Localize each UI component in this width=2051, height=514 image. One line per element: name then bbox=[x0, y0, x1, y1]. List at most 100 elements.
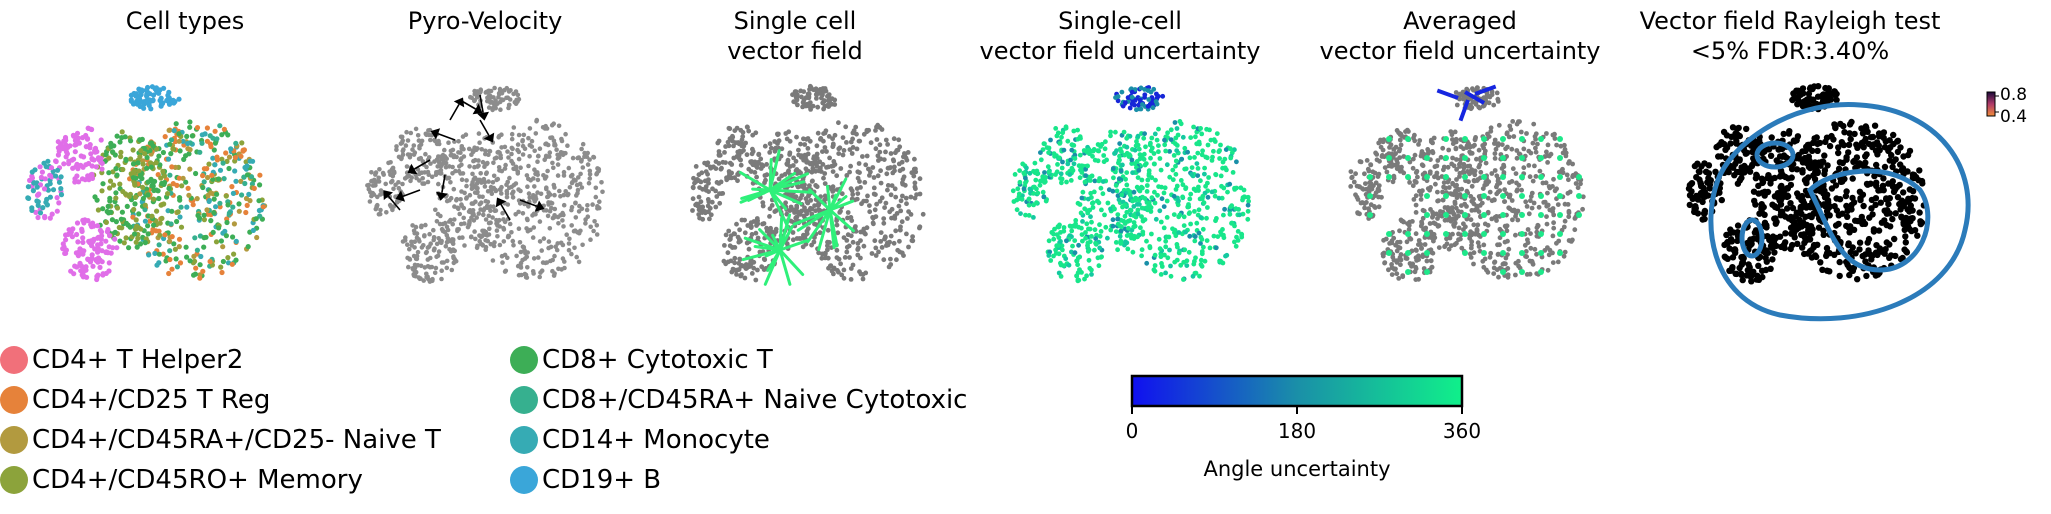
cell-point bbox=[858, 255, 863, 261]
cell-point bbox=[732, 175, 737, 181]
cell-point bbox=[1173, 135, 1179, 141]
cell-point bbox=[861, 243, 867, 249]
cell-point bbox=[813, 183, 819, 188]
cell-point bbox=[545, 194, 550, 200]
cell-point bbox=[403, 143, 409, 148]
cell-point bbox=[1190, 273, 1196, 279]
cell-point bbox=[1400, 273, 1406, 278]
cell-point bbox=[1139, 205, 1145, 211]
grid-point bbox=[1443, 136, 1449, 142]
cell-point bbox=[80, 217, 86, 223]
cell-point bbox=[225, 132, 231, 138]
cell-point bbox=[1454, 157, 1459, 162]
cell-point bbox=[223, 193, 229, 199]
cell-point bbox=[1419, 150, 1425, 156]
cell-point bbox=[908, 212, 914, 217]
cell-point bbox=[522, 271, 528, 277]
cell-point bbox=[41, 186, 48, 192]
cell-point bbox=[826, 265, 831, 271]
cell-point bbox=[1441, 180, 1447, 185]
cell-point bbox=[410, 266, 416, 271]
cell-point bbox=[509, 151, 514, 157]
cell-point bbox=[25, 184, 31, 190]
cell-point bbox=[799, 94, 804, 100]
cell-point bbox=[534, 117, 540, 123]
cell-point bbox=[1089, 173, 1094, 179]
cell-point bbox=[1575, 185, 1581, 191]
cell-point bbox=[1530, 140, 1536, 146]
cell-point bbox=[1072, 152, 1078, 158]
cell-point bbox=[1227, 181, 1233, 187]
cell-point bbox=[106, 268, 112, 274]
cell-point bbox=[1478, 169, 1484, 175]
cell-point bbox=[832, 132, 838, 138]
cell-point bbox=[1119, 192, 1125, 198]
cell-point bbox=[844, 244, 850, 250]
cell-point bbox=[593, 194, 599, 200]
cell-point bbox=[1495, 96, 1501, 102]
cell-point bbox=[378, 188, 384, 193]
grid-point bbox=[1500, 269, 1506, 275]
grid-point bbox=[1405, 174, 1411, 180]
cell-point bbox=[822, 193, 828, 199]
cell-point bbox=[917, 176, 923, 182]
cell-point bbox=[1472, 172, 1478, 178]
cell-point bbox=[1353, 192, 1358, 198]
cell-point bbox=[133, 194, 139, 200]
cell-point bbox=[790, 230, 796, 235]
cell-point bbox=[1419, 219, 1424, 225]
cell-point bbox=[1566, 210, 1572, 216]
cell-point bbox=[405, 138, 411, 143]
cell-point bbox=[439, 260, 445, 265]
cell-point bbox=[1430, 150, 1436, 156]
cell-point bbox=[177, 214, 183, 220]
cell-point bbox=[1203, 183, 1208, 189]
cell-point bbox=[1511, 134, 1517, 139]
cell-point bbox=[1108, 133, 1113, 139]
panel-rayleigh-test bbox=[1680, 80, 1980, 330]
cell-point bbox=[433, 207, 438, 213]
cell-point bbox=[229, 261, 235, 267]
cell-point bbox=[407, 155, 413, 160]
averaged-grid bbox=[1367, 84, 1582, 275]
cell-point bbox=[841, 235, 847, 241]
cell-point bbox=[706, 189, 711, 194]
cell-point bbox=[739, 272, 744, 277]
cell-point bbox=[1398, 262, 1403, 268]
cell-point bbox=[367, 199, 373, 204]
cell-point bbox=[867, 209, 873, 215]
cell-point bbox=[1131, 189, 1137, 195]
cell-point bbox=[1095, 158, 1101, 164]
cell-point bbox=[1060, 159, 1065, 165]
cell-point bbox=[444, 258, 450, 264]
cell-point bbox=[544, 260, 550, 265]
cell-point bbox=[204, 166, 210, 172]
cell-point bbox=[1530, 261, 1536, 267]
cell-point bbox=[507, 175, 512, 181]
cell-point bbox=[794, 203, 800, 209]
cell-point bbox=[507, 185, 512, 191]
cell-point bbox=[583, 217, 588, 222]
cell-point bbox=[137, 191, 143, 197]
cell-point bbox=[1180, 134, 1186, 140]
cell-point bbox=[1397, 255, 1403, 260]
cell-point bbox=[1167, 149, 1172, 154]
cell-point bbox=[1495, 251, 1501, 257]
cell-point bbox=[1209, 158, 1215, 163]
cell-point bbox=[752, 170, 758, 175]
cell-point bbox=[114, 205, 121, 211]
cell-point bbox=[94, 197, 100, 203]
cell-point bbox=[1152, 252, 1158, 258]
cell-point bbox=[594, 223, 600, 228]
cell-point bbox=[1187, 155, 1193, 161]
cell-point bbox=[531, 225, 537, 230]
cell-point bbox=[1193, 134, 1198, 140]
cell-point bbox=[464, 195, 469, 200]
cell-point bbox=[160, 168, 166, 174]
cell-point bbox=[535, 159, 540, 164]
cell-point bbox=[494, 155, 499, 160]
cell-point bbox=[490, 215, 495, 220]
cell-point bbox=[133, 217, 139, 223]
cell-point bbox=[144, 165, 150, 171]
cell-point bbox=[95, 245, 101, 251]
